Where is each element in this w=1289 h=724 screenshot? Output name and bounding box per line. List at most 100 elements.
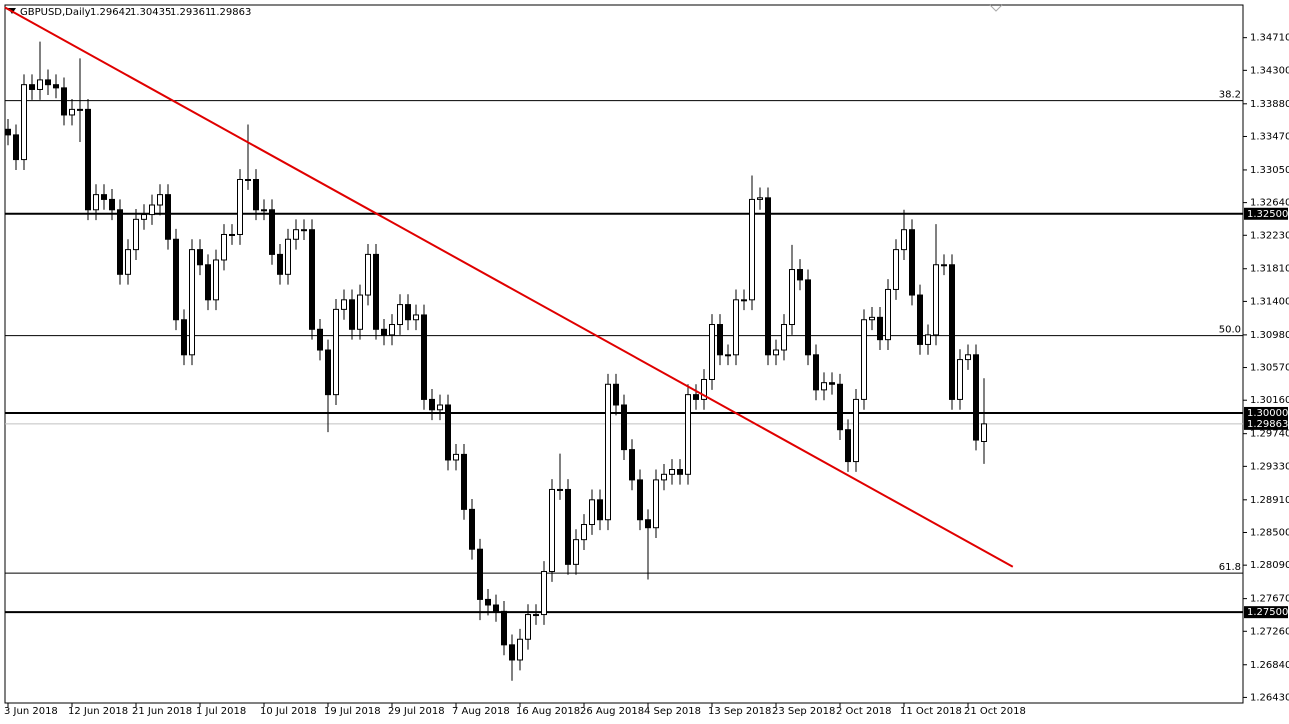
last-price-box xyxy=(1244,417,1288,430)
candle-body xyxy=(821,382,827,391)
y-tick-label: 1.29330 xyxy=(1250,461,1289,472)
candle-body xyxy=(317,328,323,351)
candle-body xyxy=(805,279,811,356)
x-tick-label: 19 Jul 2018 xyxy=(324,706,381,717)
candle-body xyxy=(557,488,563,491)
x-tick-label: 16 Aug 2018 xyxy=(516,706,580,717)
candle-body xyxy=(685,394,691,475)
candle-body xyxy=(125,249,131,275)
candle-body xyxy=(797,269,803,281)
header-open: 1.29642 xyxy=(90,7,131,18)
candle-body xyxy=(741,299,747,302)
candle-body xyxy=(309,229,315,330)
candle-body xyxy=(285,238,291,275)
candle-body xyxy=(893,249,899,290)
y-tick-label: 1.27670 xyxy=(1250,594,1289,605)
fib-label: 50.0 xyxy=(1219,325,1241,336)
x-tick-label: 10 Jul 2018 xyxy=(260,706,317,717)
candle-body xyxy=(885,288,891,341)
candle-body xyxy=(917,294,923,345)
candle-body xyxy=(453,453,459,461)
candle-body xyxy=(381,328,387,336)
candle-body xyxy=(957,359,963,400)
candle-body xyxy=(837,383,843,431)
candle-body xyxy=(69,108,75,116)
candle-body xyxy=(965,354,971,361)
candle-body xyxy=(389,324,395,336)
fib-label: 61.8 xyxy=(1219,562,1241,573)
candle-body xyxy=(493,604,499,612)
candle-body xyxy=(397,304,403,326)
x-tick-label: 21 Jun 2018 xyxy=(132,706,192,717)
candle-body xyxy=(941,264,947,267)
header-low: 1.29361 xyxy=(170,7,211,18)
candle-body xyxy=(245,179,251,181)
candle-body xyxy=(509,644,515,661)
candle-body xyxy=(373,253,379,330)
candle-body xyxy=(461,453,467,510)
candle-body xyxy=(365,253,371,296)
candle-body xyxy=(349,299,355,330)
x-tick-label: 1 Jul 2018 xyxy=(196,706,246,717)
candle-body xyxy=(629,449,635,481)
candle-body xyxy=(501,610,507,646)
candle-body xyxy=(765,197,771,356)
candle-body xyxy=(37,79,43,90)
candle-body xyxy=(261,209,267,212)
candle-body xyxy=(637,479,643,521)
candle-body xyxy=(693,394,699,400)
candle-body xyxy=(253,179,259,211)
candle-body xyxy=(949,264,955,400)
candle-body xyxy=(653,479,659,529)
candle-body xyxy=(565,488,571,565)
candle-body xyxy=(109,198,115,211)
candle-body xyxy=(157,194,163,206)
candle-body xyxy=(845,429,851,463)
candle-body xyxy=(541,571,547,616)
y-tick-label: 1.32640 xyxy=(1250,198,1289,209)
candle-body xyxy=(661,473,667,481)
fib-label: 38.2 xyxy=(1219,90,1241,101)
candle-body xyxy=(357,294,363,330)
x-tick-label: 3 Jun 2018 xyxy=(4,706,58,717)
candle-body xyxy=(525,614,531,640)
candle-body xyxy=(973,354,979,441)
candle-body xyxy=(229,233,235,236)
candle-body xyxy=(861,319,867,400)
x-tick-label: 23 Sep 2018 xyxy=(772,706,835,717)
candle-body xyxy=(669,469,675,475)
candle-body xyxy=(853,398,859,463)
y-tick-label: 1.26840 xyxy=(1250,660,1289,671)
header-close: 1.29863 xyxy=(210,7,251,18)
symbol: GBPUSD,Daily xyxy=(20,7,91,18)
candle-body xyxy=(429,398,435,411)
candle-body xyxy=(469,508,475,550)
candle-body xyxy=(341,299,347,310)
candle-body xyxy=(421,314,427,400)
candle-body xyxy=(733,299,739,356)
y-tick-label: 1.27260 xyxy=(1250,626,1289,637)
candle-body xyxy=(5,128,11,136)
candle-body xyxy=(909,229,915,296)
candle-body xyxy=(749,198,755,301)
candle-body xyxy=(757,197,763,200)
candle-body xyxy=(437,404,443,411)
candle-body xyxy=(149,204,155,216)
candle-body xyxy=(293,229,299,240)
y-tick-label: 1.30160 xyxy=(1250,395,1289,406)
candle-body xyxy=(181,319,187,356)
candle-body xyxy=(877,316,883,341)
x-tick-label: 2 Oct 2018 xyxy=(836,706,891,717)
candle-body xyxy=(237,179,243,235)
candle-body xyxy=(141,214,147,220)
candle-body xyxy=(789,269,795,326)
y-tick-label: 1.33470 xyxy=(1250,131,1289,142)
candle-body xyxy=(925,334,931,345)
candle-body xyxy=(981,423,987,442)
y-tick-label: 1.30980 xyxy=(1250,330,1289,341)
candle-body xyxy=(773,349,779,356)
candle-body xyxy=(613,383,619,406)
candle-body xyxy=(901,229,907,251)
candle-body xyxy=(165,194,171,240)
candle-body xyxy=(533,614,539,617)
